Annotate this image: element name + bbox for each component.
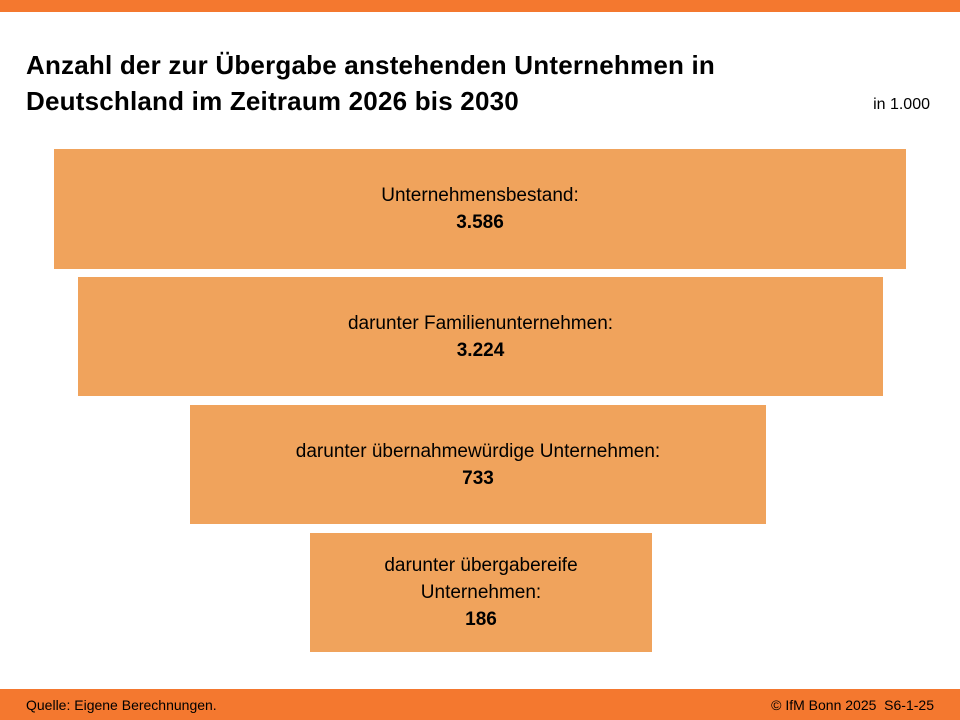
footer-bar: Quelle: Eigene Berechnungen. © IfM Bonn … bbox=[0, 689, 960, 720]
funnel-bar-uebergabereife: darunter übergabereife Unternehmen: 186 bbox=[310, 533, 652, 652]
bar-value: 733 bbox=[462, 467, 494, 489]
footer-source-text: Quelle: Eigene Berechnungen. bbox=[26, 696, 217, 713]
unit-note: in 1.000 bbox=[873, 96, 930, 113]
bar-label: Unternehmensbestand: bbox=[381, 185, 579, 206]
bar-label: darunter übernahmewürdige Unternehmen: bbox=[295, 440, 661, 462]
funnel-bar-uebernahmewuerdige: darunter übernahmewürdige Unternehmen: 7… bbox=[190, 405, 766, 524]
funnel-bar-familienunternehmen: darunter Familienunternehmen: 3.224 bbox=[78, 277, 883, 396]
bar-value: 3.224 bbox=[456, 339, 505, 361]
bar-value: 186 bbox=[465, 609, 497, 630]
page-title: Anzahl der zur Übergabe anstehenden Unte… bbox=[26, 50, 715, 117]
bar-label: darunter übergabereife Unternehmen: bbox=[384, 555, 578, 603]
funnel-bar-unternehmensbestand: Unternehmensbestand: 3.586 bbox=[54, 149, 906, 269]
bar-label: darunter Familienunternehmen: bbox=[347, 312, 614, 334]
bar-value: 3.586 bbox=[456, 212, 504, 233]
footer-copyright-text: © IfM Bonn 2025 S6-1-25 bbox=[771, 696, 934, 713]
top-accent-strip bbox=[0, 0, 960, 12]
